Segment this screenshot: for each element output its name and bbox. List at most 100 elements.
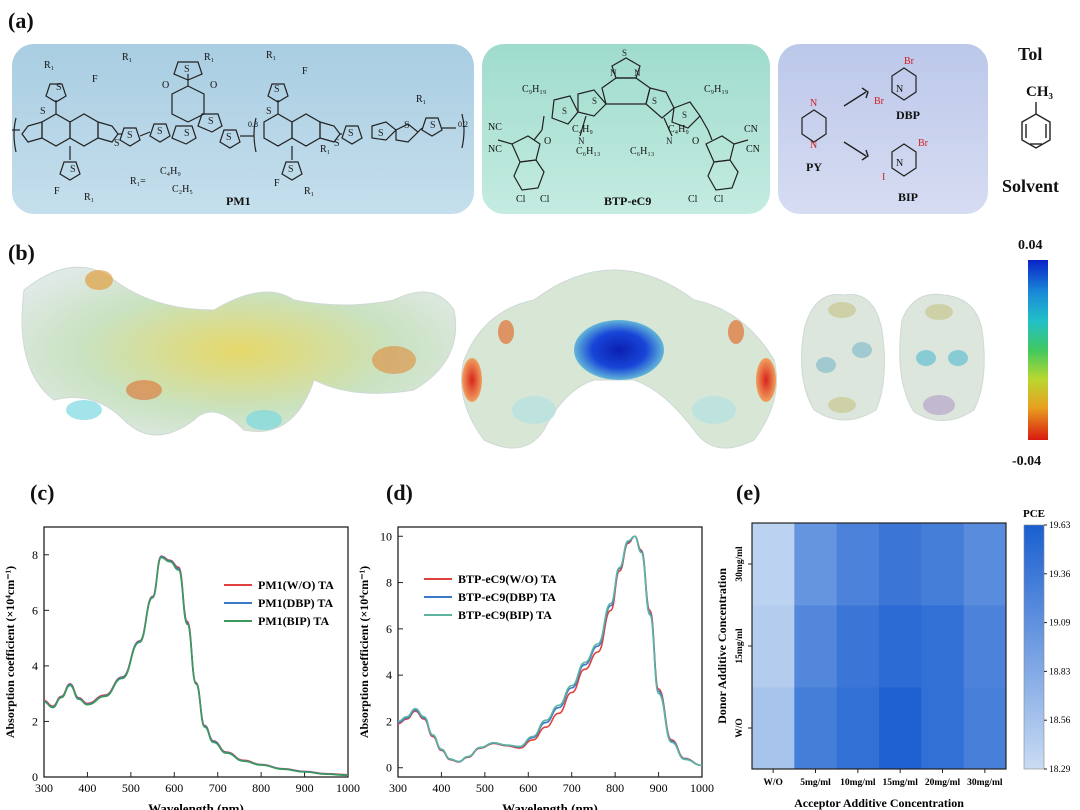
legend-entry: BTP-eC9(W/O) TA — [458, 572, 557, 586]
series-line — [43, 556, 349, 777]
y-category-label: 15mg/ml — [735, 628, 745, 664]
dbp-esp-surface — [801, 293, 885, 421]
pm1-subscript-02: 0.2 — [458, 120, 468, 129]
colorbar-tick-label: 18.56 — [1049, 716, 1071, 726]
y-axis-label: Donor Additive Concentration — [715, 568, 729, 724]
panel-label-d: (d) — [386, 480, 413, 505]
y-tick-label: 6 — [32, 603, 38, 617]
pce-colorbar — [1023, 524, 1045, 770]
colorbar-tick-label: 19.63 — [1049, 521, 1071, 531]
esp-surfaces — [21, 266, 985, 449]
panel-label-b: (b) — [8, 240, 35, 265]
btp-cl-3: Cl — [688, 194, 698, 205]
pm1-absorption-chart: 300 400 500 600 700 800 900 1000 0 2 4 6 8 Wavelength… — [3, 526, 360, 810]
svg-text:S: S — [622, 48, 627, 58]
bip-br: Br — [918, 138, 928, 149]
svg-text:S: S — [288, 164, 294, 175]
svg-text:S: S — [114, 138, 120, 149]
y-tick-label: 4 — [32, 659, 38, 673]
pm1-c2h5: C₂H₅ — [172, 184, 193, 195]
legend-entry: BTP-eC9(BIP) TA — [458, 608, 552, 622]
svg-text:S: S — [127, 130, 133, 141]
heatmap-cell — [963, 687, 1007, 770]
x-category-label: 20mg/ml — [925, 778, 961, 788]
x-tick-label: 900 — [650, 781, 668, 795]
heatmap-cell — [879, 523, 922, 606]
y-tick-label: 2 — [386, 714, 392, 728]
svg-text:S: S — [592, 96, 597, 106]
svg-text:S: S — [56, 82, 62, 93]
esp-colorbar-max: 0.04 — [1018, 238, 1043, 253]
svg-text:S: S — [208, 116, 214, 127]
x-tick-label: 600 — [165, 781, 183, 795]
y-tick-label: 6 — [386, 622, 392, 636]
x-tick-label: 900 — [296, 781, 314, 795]
pm1-o-right: O — [210, 80, 218, 91]
svg-text:S: S — [266, 106, 272, 117]
heatmap-cell — [794, 605, 838, 688]
x-tick-label: 400 — [78, 781, 96, 795]
btp-absorption-chart: 300 400 500 600 700 800 900 1000 0 2 4 6 8 10 Waveleng… — [357, 526, 714, 810]
series-line — [397, 535, 703, 767]
heatmap-cell — [794, 523, 838, 606]
x-tick-label: 800 — [252, 781, 270, 795]
x-axis-label: Wavelength (nm) — [502, 801, 598, 810]
btp-c4h9-right: C₄H₉ — [668, 124, 689, 135]
pm1-f-bottom-left: F — [54, 186, 60, 197]
pm1-r1-end: R₁ — [416, 94, 427, 105]
pm1-r1-dione-left: R₁ — [122, 52, 133, 63]
svg-text:S: S — [274, 84, 280, 95]
svg-text:S: S — [652, 96, 657, 106]
svg-text:S: S — [70, 164, 76, 175]
pm1-label: PM1 — [226, 194, 251, 208]
btp-c6h13-left: C₆H₁₃ — [576, 146, 601, 157]
ch3-label: CH₃ — [1026, 84, 1053, 100]
x-tick-label: 500 — [476, 781, 494, 795]
heatmap-cell — [836, 605, 880, 688]
y-tick-label: 0 — [32, 770, 38, 784]
y-axis-label: Absorption coefficient (×10⁴cm⁻¹) — [357, 566, 371, 738]
py-n-bottom: N — [810, 140, 818, 151]
y-tick-label: 8 — [32, 548, 38, 562]
x-category-label: 10mg/ml — [840, 778, 876, 788]
esp-colorbar — [1028, 260, 1048, 440]
x-category-label: 30mg/ml — [967, 778, 1003, 788]
pm1-c4h9: C₄H₉ — [160, 166, 181, 177]
legend-entry: PM1(DBP) TA — [258, 596, 334, 610]
py-label: PY — [806, 160, 822, 174]
py-n-top: N — [810, 98, 818, 109]
pm1-r1-definition: R₁= — [130, 176, 146, 187]
heatmap-cell — [921, 523, 965, 606]
colorbar-tick-label: 18.83 — [1049, 667, 1071, 677]
pm1-f-top-left: F — [92, 74, 98, 85]
dbp-br-right: Br — [904, 56, 914, 67]
heatmap-cell — [879, 687, 922, 770]
heatmap-cell — [879, 605, 922, 688]
btp-cl-1: Cl — [516, 194, 526, 205]
svg-text:S: S — [40, 106, 46, 117]
colorbar-title: PCE — [1023, 508, 1045, 520]
x-category-label: 15mg/ml — [882, 778, 918, 788]
colorbar-tick-label: 19.09 — [1049, 619, 1071, 629]
dbp-n-1: N — [896, 84, 904, 95]
x-category-label: W/O — [763, 778, 783, 788]
svg-text:S: S — [404, 120, 410, 131]
x-tick-label: 1000 — [336, 781, 360, 795]
dbp-label: DBP — [896, 108, 920, 122]
x-tick-label: 300 — [35, 781, 53, 795]
y-category-label: W/O — [735, 718, 745, 738]
pm1-r1-bottom-right: R₁ — [304, 186, 315, 197]
x-axis-label: Acceptor Additive Concentration — [794, 796, 964, 810]
pm1-o-left: O — [162, 80, 170, 91]
btp-cl-2: Cl — [540, 194, 550, 205]
pm1-r1-top-right: R₁ — [266, 50, 277, 61]
x-axis-label: Wavelength (nm) — [148, 801, 244, 810]
bip-i: I — [882, 172, 886, 183]
x-tick-label: 700 — [209, 781, 227, 795]
legend-entry: PM1(W/O) TA — [258, 578, 334, 592]
btp-cn-left-bottom: NC — [488, 144, 502, 155]
svg-text:S: S — [562, 106, 567, 116]
heatmap-cell — [752, 605, 795, 688]
heatmap-cell — [752, 687, 795, 770]
colorbar-tick-label: 19.36 — [1049, 570, 1071, 580]
